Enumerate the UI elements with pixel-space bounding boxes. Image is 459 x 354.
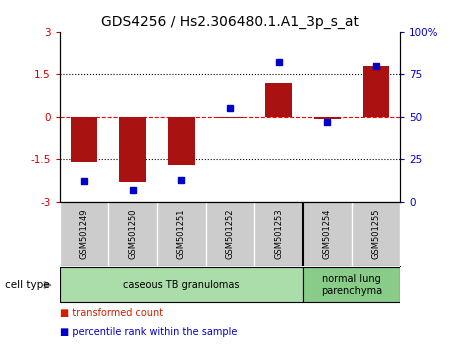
Text: GSM501249: GSM501249 [79,209,89,259]
Bar [265,83,291,117]
Text: caseous TB granulomas: caseous TB granulomas [123,280,239,290]
Bar [71,117,97,162]
Bar [119,117,146,182]
Text: GSM501254: GSM501254 [322,209,331,259]
Text: ■ transformed count: ■ transformed count [60,308,162,318]
Text: GSM501255: GSM501255 [370,209,380,259]
Text: GSM501253: GSM501253 [274,208,282,259]
Text: normal lung
parenchyma: normal lung parenchyma [320,274,381,296]
Text: cell type: cell type [5,280,49,290]
Bar [313,117,340,119]
Bar [216,117,243,118]
Bar [362,66,388,117]
Bar [168,117,194,165]
Text: GSM501251: GSM501251 [177,209,185,259]
FancyBboxPatch shape [302,268,399,302]
Text: GSM501252: GSM501252 [225,209,234,259]
Title: GDS4256 / Hs2.306480.1.A1_3p_s_at: GDS4256 / Hs2.306480.1.A1_3p_s_at [101,16,358,29]
FancyBboxPatch shape [60,268,302,302]
Text: ■ percentile rank within the sample: ■ percentile rank within the sample [60,327,237,337]
Text: GSM501250: GSM501250 [128,209,137,259]
